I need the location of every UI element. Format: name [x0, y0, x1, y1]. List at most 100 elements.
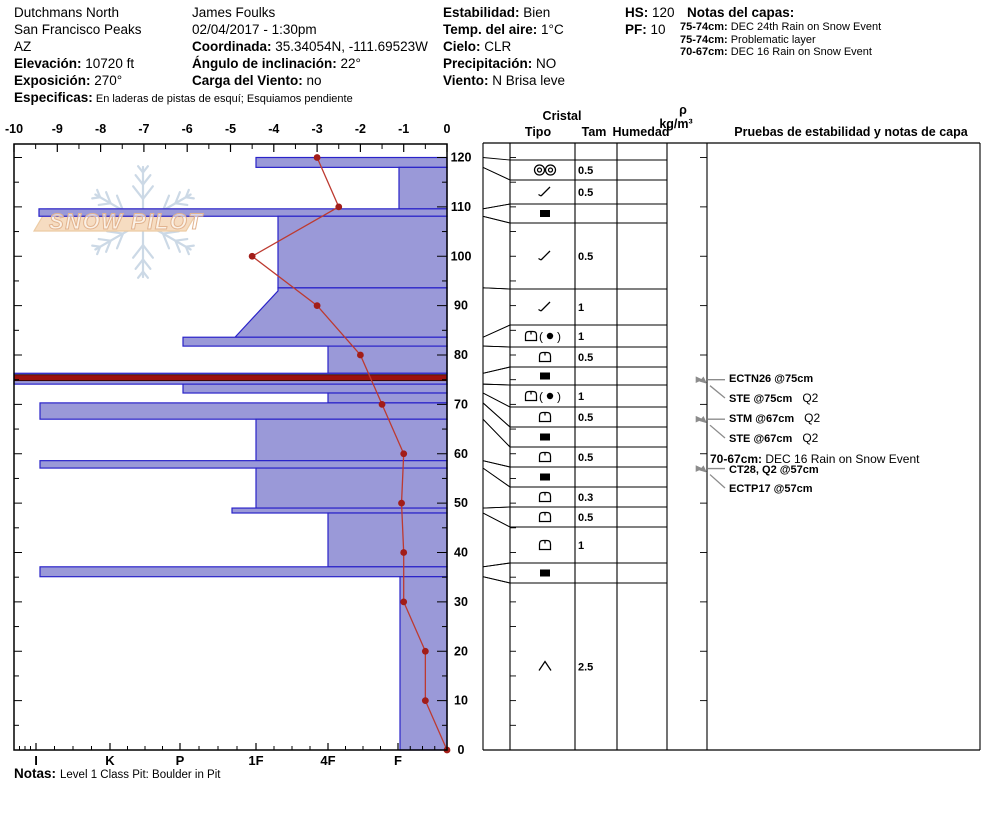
field-label: Exposición:: [14, 73, 91, 88]
layer-bar: [231, 507, 448, 514]
layer-bar: [398, 166, 448, 210]
hardness-tick-label: 4F: [320, 753, 335, 768]
grain-row: () 1: [524, 390, 584, 404]
temp-tick-label: -9: [52, 122, 63, 136]
snowflake-arm: [184, 188, 190, 199]
row-connector: [482, 166, 511, 181]
snowflake-arm: [91, 196, 102, 200]
field-label: Temp. del aire:: [443, 22, 538, 37]
depth-label: 120: [451, 151, 472, 165]
snowflake-arm: [161, 194, 171, 212]
header-totals: HS: 120 PF: 10: [625, 4, 675, 38]
row-connector: [482, 402, 511, 428]
field-value: NO: [532, 56, 557, 71]
field-value: 270°: [90, 73, 123, 88]
header-observer-info: James Foulks 02/04/2017 - 1:30pm Coordinad…: [192, 4, 428, 89]
grain-symbol-pp: [547, 167, 554, 173]
field-value: no: [302, 73, 322, 88]
grain-size: 1: [578, 302, 584, 314]
grain-size: 0.5: [578, 251, 593, 263]
grain-size: 1: [578, 391, 584, 403]
snowflake-arm: [141, 258, 152, 270]
snowflake-arm: [134, 258, 145, 270]
snowflake-arm: [141, 185, 154, 200]
snowflake-arm: [136, 270, 145, 279]
depth-label: 0: [458, 743, 465, 757]
grain-row: () 1: [524, 330, 584, 344]
header-line: San Francisco Peaks: [14, 22, 142, 37]
layer-notes-list: 75-74cm: DEC 24th Rain on Snow Event 75-74…: [680, 21, 881, 59]
row-connector: [482, 215, 511, 224]
header-line: Elevación: 10720 ft: [14, 55, 353, 72]
depth-label: 30: [454, 595, 468, 609]
row-connector: [482, 512, 511, 528]
hardness-tick-label: I: [34, 753, 38, 768]
field-label: Cielo:: [443, 39, 481, 54]
footer-notes-text: Level 1 Class Pit: Boulder in Pit: [60, 769, 221, 781]
temp-tick-label: -7: [138, 122, 149, 136]
grain-size: 2.5: [578, 662, 593, 674]
row-connector: [482, 467, 511, 488]
header-line: Ángulo de inclinación: 22°: [192, 55, 428, 72]
field-label: HS:: [625, 5, 649, 20]
field-value: N Brisa leve: [488, 73, 566, 88]
temp-point: [421, 647, 429, 655]
grain-size: 1: [578, 540, 584, 552]
layer-bar: [233, 287, 448, 338]
field-value: 10720 ft: [81, 56, 135, 71]
snowflake-arm: [141, 244, 154, 259]
field-value: 1°C: [537, 22, 564, 37]
header-line: Dutchmans North: [14, 5, 120, 20]
row-connector: [482, 506, 511, 509]
temp-tick-label: -4: [268, 122, 279, 136]
plot-axes: -10 -9 -8 -7 -6 -5 -4 -3 -2 -1 0I K P 1F 4F F0102030405…: [5, 122, 472, 768]
header-humedad: Humedad: [613, 125, 670, 139]
grain-row: 0.3: [538, 491, 593, 504]
snowflake-arm: [141, 270, 150, 279]
grain-row: [540, 433, 550, 441]
field-label: Precipitación:: [443, 56, 533, 71]
header-tests: Pruebas de estabilidad y notas de capa: [734, 125, 968, 139]
test-arrowhead: [699, 465, 707, 473]
grain-symbol-fc: [538, 491, 552, 503]
grain-row: 0.5: [538, 186, 593, 199]
grain-size: 0.5: [578, 352, 593, 364]
layer-note-item: 75-74cm: Problematic layer: [680, 33, 816, 46]
test-label: ECTP17 @57cm: [729, 483, 813, 495]
temp-tick-label: -1: [398, 122, 409, 136]
grain-symbol-df: [540, 186, 551, 197]
row-connector: [482, 287, 511, 290]
field-value: 22°: [336, 56, 361, 71]
header-tipo: Tipo: [525, 125, 552, 139]
depth-label: 10: [454, 694, 468, 708]
grain-row: [540, 569, 550, 577]
header-line: Cielo: CLR: [443, 38, 565, 55]
test-arrowhead: [695, 376, 703, 383]
test-label: CT28, Q2 @57cm: [729, 464, 819, 476]
test-arrowhead: [695, 465, 703, 472]
snowpilot-letters: SNOW PILOT: [49, 209, 203, 235]
snowflake-arm: [174, 202, 189, 207]
grain-row: 0.5: [538, 411, 593, 424]
field-label: Ángulo de inclinación:: [192, 56, 337, 71]
temp-point: [378, 400, 386, 408]
grain-symbol-if: [540, 433, 550, 441]
test-arrowhead: [699, 415, 707, 424]
header-line: Precipitación: NO: [443, 55, 565, 72]
temp-tick-label: -2: [355, 122, 366, 136]
layer-bar: [182, 336, 448, 347]
grain-paren: (: [539, 330, 543, 344]
grain-symbol-df: [538, 308, 542, 312]
header-rho-unit: kg/m³: [659, 117, 692, 131]
grain-row: 1: [538, 539, 584, 552]
layer-bar: [327, 392, 448, 404]
temp-point: [335, 203, 343, 211]
temp-point: [398, 499, 405, 507]
grain-row: 2.5: [538, 660, 593, 674]
snowflake-arm: [184, 196, 195, 200]
snowflake-arm: [184, 244, 195, 248]
grain-row: [540, 210, 550, 217]
grain-symbol-rg: [546, 392, 554, 400]
snowflake-arm: [97, 202, 112, 207]
test-arrow: [709, 474, 726, 489]
